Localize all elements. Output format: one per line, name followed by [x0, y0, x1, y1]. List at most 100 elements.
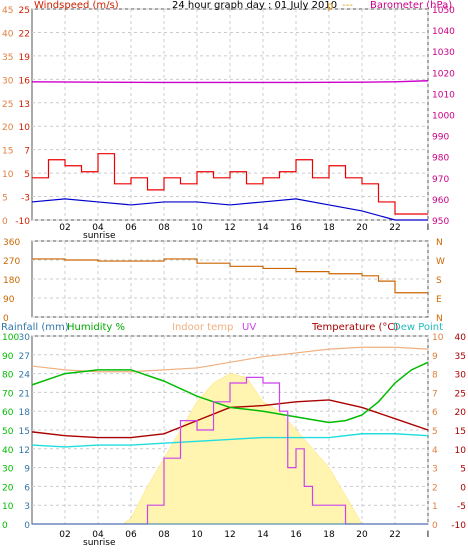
rainfall-tick-label: 15 — [19, 427, 30, 437]
temperature-tick-label: 10 — [455, 446, 467, 456]
uv-line — [32, 376, 428, 525]
humidity-tick-label: 50 — [2, 427, 14, 437]
wind-gust-line — [32, 153, 428, 215]
temp-x-tick-label: 10 — [191, 530, 203, 540]
barometer-tick-label: 1050 — [432, 6, 455, 16]
wind-inner-tick-label: 25 — [19, 6, 30, 16]
wind-x-tick-label: 20 — [356, 223, 368, 233]
wind-x-tick-label: I — [427, 223, 430, 233]
uv-tick-label: 3 — [432, 465, 438, 475]
rainfall-tick-label: 3 — [24, 502, 30, 512]
wind-x-tick-label: 12 — [224, 223, 235, 233]
wind-outer-tick-label: 45 — [2, 6, 13, 16]
wind-outer-tick-label: 25 — [2, 100, 13, 110]
temp-x-tick-label: 08 — [158, 530, 170, 540]
legend-temperature: Temperature (°C) — [311, 322, 398, 333]
temperature-tick-label: -5 — [457, 502, 466, 512]
humidity-tick-label: 20 — [2, 483, 14, 493]
temperature-tick-label: 0 — [460, 483, 466, 493]
wind-direction-line — [32, 258, 428, 294]
barometer-tick-label: 1020 — [432, 69, 455, 79]
chart-title: 24 hour graph day : 01 July 2010 — [172, 0, 337, 11]
temp-x-tick-label: 20 — [356, 530, 368, 540]
wind-inner-tick-label: -10 — [15, 217, 30, 227]
humidity-tick-label: 40 — [2, 446, 14, 456]
uv-tick-label: 8 — [432, 371, 438, 381]
rainfall-tick-label: 0 — [24, 521, 30, 531]
rainfall-tick-label: 27 — [19, 352, 30, 362]
legend-indoor-temp: Indoor temp — [172, 322, 233, 333]
direction-compass-tick-label: N — [436, 238, 443, 248]
wind-inner-tick-label: 7 — [24, 147, 30, 157]
temperature-tick-label: 15 — [455, 427, 466, 437]
direction-degree-tick-label: 270 — [3, 257, 20, 267]
temperature-tick-label: 5 — [460, 465, 466, 475]
barometer-tick-label: 980 — [432, 154, 449, 164]
barometer-tick-label: 990 — [432, 133, 449, 143]
legend-dew-point: Dew Point — [393, 322, 443, 333]
rainfall-tick-label: 12 — [19, 446, 30, 456]
temperature-tick-label: -10 — [451, 521, 466, 531]
direction-compass-tick-label: S — [436, 276, 442, 286]
wind-outer-tick-label: 40 — [2, 29, 14, 39]
temperature-tick-label: 25 — [455, 389, 466, 399]
wind-inner-tick-label: 19 — [19, 53, 31, 63]
rainfall-tick-label: 18 — [19, 408, 31, 418]
temp-x-tick-label: 22 — [389, 530, 400, 540]
wind-inner-tick-label: 5 — [24, 170, 30, 180]
barometer-tick-label: 1030 — [432, 48, 455, 58]
wind-x-tick-label: 18 — [323, 223, 335, 233]
indoor-temp-line — [31, 346, 429, 373]
humidity-tick-label: 80 — [2, 371, 14, 381]
wind-inner-tick-label: 10 — [19, 123, 31, 133]
temp-x-tick-label: 18 — [323, 530, 335, 540]
wind-x-tick-label: 16 — [290, 223, 302, 233]
direction-compass-tick-label: W — [436, 257, 445, 267]
barometer-line — [31, 80, 429, 84]
direction-compass-tick-label: N — [436, 314, 443, 324]
barometer-tick-label: 1040 — [432, 27, 455, 37]
sunrise-label-top: sunrise — [83, 231, 116, 241]
humidity-tick-label: 70 — [2, 389, 14, 399]
wind-x-tick-label: 06 — [125, 223, 137, 233]
wind-inner-tick-label: 16 — [19, 76, 31, 86]
humidity-tick-label: 0 — [2, 521, 8, 531]
uv-tick-label: 4 — [432, 446, 438, 456]
header-mark-dash: --- — [342, 0, 353, 11]
wind-average-line — [31, 198, 428, 221]
temp-x-tick-label: 12 — [224, 530, 235, 540]
direction-degree-tick-label: 360 — [3, 238, 20, 248]
temp-x-tick-label: 02 — [59, 530, 70, 540]
wind-x-tick-label: 08 — [158, 223, 170, 233]
legend-uv: UV — [242, 322, 256, 333]
wind-x-tick-label: 10 — [191, 223, 203, 233]
direction-degree-tick-label: 0 — [3, 314, 9, 324]
temperature-tick-label: 20 — [455, 408, 467, 418]
rainfall-tick-label: 6 — [24, 483, 30, 493]
direction-degree-tick-label: 90 — [3, 295, 15, 305]
wind-x-tick-label: 14 — [257, 223, 269, 233]
barometer-tick-label: 960 — [432, 196, 449, 206]
wind-outer-tick-label: 20 — [2, 123, 14, 133]
temperature-tick-label: 40 — [455, 333, 467, 343]
temperature-tick-label: 35 — [455, 352, 466, 362]
wind-inner-tick-label: 22 — [19, 29, 30, 39]
dew-point-line — [31, 433, 429, 448]
rainfall-tick-label: 24 — [19, 371, 31, 381]
rainfall-tick-label: 9 — [24, 465, 30, 475]
uv-tick-label: 0 — [432, 521, 438, 531]
uv-tick-label: 1 — [432, 502, 438, 512]
wind-outer-tick-label: 0 — [2, 217, 8, 227]
direction-compass-tick-label: E — [436, 295, 442, 305]
wind-outer-tick-label: 5 — [2, 194, 8, 204]
wind-outer-tick-label: 35 — [2, 53, 13, 63]
temp-x-tick-label: 04 — [92, 530, 104, 540]
legend-rainfall: Rainfall (mm) — [1, 322, 69, 333]
temp-x-tick-label: 14 — [257, 530, 269, 540]
humidity-line — [31, 361, 429, 424]
humidity-tick-label: 60 — [2, 408, 14, 418]
sunrise-label-bottom: sunrise — [83, 538, 116, 548]
wind-inner-tick-label: -3 — [21, 194, 30, 204]
